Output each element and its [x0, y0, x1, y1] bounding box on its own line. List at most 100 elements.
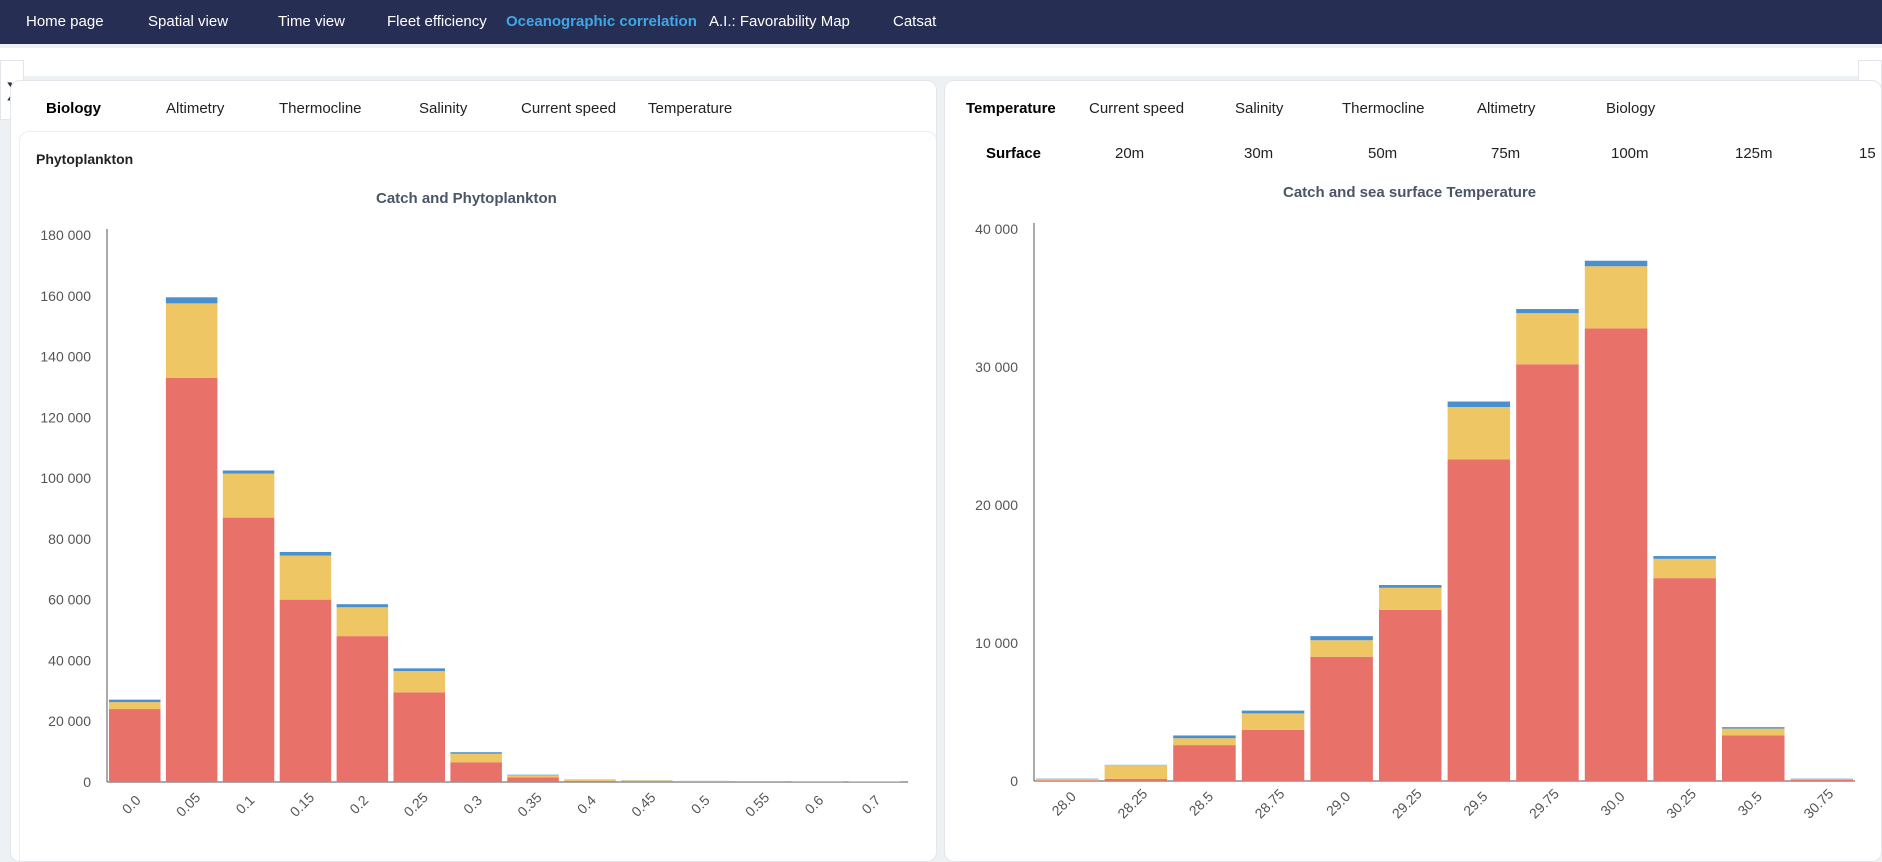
bar-0.15-series-2[interactable] [280, 556, 332, 600]
bar-0.0-series-3[interactable] [109, 700, 161, 702]
y-tick-label: 120 000 [40, 409, 91, 425]
x-tick-label: 0.4 [574, 792, 599, 817]
x-tick-label: 0.15 [287, 789, 318, 820]
bar-28.0-series-1[interactable] [1036, 780, 1099, 781]
bar-0.1-series-1[interactable] [223, 518, 274, 782]
nav-time-view[interactable]: Time view [278, 13, 345, 30]
secondary-toolbar [0, 48, 1882, 76]
bar-0.3-series-3[interactable] [450, 752, 502, 754]
y-tick-label: 60 000 [48, 592, 91, 608]
x-tick-label: 0.35 [514, 789, 545, 820]
bar-0.3-series-2[interactable] [450, 754, 502, 763]
y-tick-label: 80 000 [48, 531, 91, 547]
bar-28.5-series-2[interactable] [1173, 738, 1236, 745]
bar-0.25-series-3[interactable] [394, 668, 446, 671]
x-tick-label: 28.0 [1048, 788, 1079, 819]
bar-0.0-series-2[interactable] [109, 702, 161, 709]
x-tick-label: 28.5 [1186, 788, 1217, 819]
bar-30.75-series-2[interactable] [1791, 779, 1854, 780]
bar-0.25-series-2[interactable] [394, 671, 446, 692]
y-tick-label: 160 000 [40, 288, 91, 304]
x-tick-label: 30.5 [1734, 788, 1765, 819]
y-tick-label: 40 000 [48, 652, 91, 668]
bar-29.25-series-2[interactable] [1379, 588, 1442, 610]
bar-30.25-series-2[interactable] [1653, 559, 1716, 578]
left-chart-panel: Biology Altimetry Thermocline Salinity C… [10, 80, 937, 862]
nav-catsat[interactable]: Catsat [893, 13, 936, 30]
bar-28.75-series-2[interactable] [1242, 713, 1305, 730]
bar-30.25-series-3[interactable] [1653, 556, 1716, 559]
y-tick-label: 0 [1010, 773, 1018, 789]
nav-home-page[interactable]: Home page [26, 13, 104, 30]
bar-0.2-series-1[interactable] [337, 636, 389, 782]
nav-spatial-view[interactable]: Spatial view [148, 13, 228, 30]
x-tick-label: 29.0 [1323, 788, 1354, 819]
bar-29.75-series-2[interactable] [1516, 313, 1579, 364]
bar-29.0-series-3[interactable] [1310, 636, 1373, 640]
bar-0.2-series-3[interactable] [337, 604, 389, 607]
bar-29.0-series-2[interactable] [1310, 640, 1373, 657]
nav-fleet-efficiency[interactable]: Fleet efficiency [387, 13, 487, 30]
bar-30.0-series-2[interactable] [1585, 266, 1648, 328]
bar-30.0-series-1[interactable] [1585, 328, 1648, 781]
bar-28.75-series-1[interactable] [1242, 730, 1305, 781]
nav-ai-favorability-map[interactable]: A.I.: Favorability Map [709, 13, 850, 30]
x-tick-label: 0.2 [346, 792, 371, 817]
y-tick-label: 30 000 [975, 359, 1018, 375]
bar-0.0-series-1[interactable] [109, 709, 161, 782]
bar-0.1-series-2[interactable] [223, 474, 274, 518]
bar-29.0-series-1[interactable] [1310, 657, 1373, 781]
bar-29.5-series-3[interactable] [1448, 402, 1511, 408]
bar-0.35-series-1[interactable] [507, 777, 559, 782]
y-tick-label: 40 000 [975, 221, 1018, 237]
bar-0.4-series-2[interactable] [564, 780, 616, 781]
bar-0.2-series-2[interactable] [337, 607, 389, 636]
bar-30.0-series-3[interactable] [1585, 261, 1648, 267]
bar-0.05-series-3[interactable] [166, 297, 218, 303]
bar-0.05-series-1[interactable] [166, 378, 218, 782]
bar-28.75-series-3[interactable] [1242, 711, 1305, 714]
x-tick-label: 30.25 [1663, 785, 1699, 821]
bar-29.5-series-1[interactable] [1448, 459, 1511, 781]
bar-30.25-series-1[interactable] [1653, 578, 1716, 781]
bar-29.25-series-1[interactable] [1379, 610, 1442, 781]
bar-29.75-series-3[interactable] [1516, 309, 1579, 313]
bar-0.45-series-2[interactable] [621, 780, 673, 781]
bar-28.25-series-1[interactable] [1105, 779, 1168, 781]
bar-30.5-series-3[interactable] [1722, 727, 1785, 728]
y-tick-label: 10 000 [975, 635, 1018, 651]
bar-29.75-series-1[interactable] [1516, 364, 1579, 781]
bar-28.0-series-2[interactable] [1036, 779, 1099, 780]
nav-oceanographic-correlation[interactable]: Oceanographic correlation [506, 13, 697, 30]
x-tick-label: 29.75 [1526, 785, 1562, 821]
bar-0.1-series-3[interactable] [223, 471, 274, 474]
x-tick-label: 0.3 [460, 792, 485, 817]
x-tick-label: 0.5 [688, 792, 713, 817]
x-tick-label: 30.0 [1597, 788, 1628, 819]
bar-0.25-series-1[interactable] [394, 692, 446, 782]
x-tick-label: 29.25 [1389, 785, 1425, 821]
bar-0.3-series-1[interactable] [450, 762, 502, 782]
x-tick-label: 0.1 [232, 792, 257, 817]
bar-0.15-series-3[interactable] [280, 552, 332, 556]
x-tick-label: 28.25 [1114, 785, 1150, 821]
bar-30.5-series-2[interactable] [1722, 729, 1785, 736]
bar-0.35-series-3[interactable] [507, 775, 559, 776]
y-tick-label: 20 000 [975, 497, 1018, 513]
bar-28.25-series-2[interactable] [1105, 765, 1168, 779]
bar-0.4-series-1[interactable] [564, 781, 616, 782]
bar-0.15-series-1[interactable] [280, 600, 332, 782]
bar-29.25-series-3[interactable] [1379, 585, 1442, 588]
bar-30.75-series-1[interactable] [1791, 780, 1854, 781]
x-tick-label: 28.75 [1251, 785, 1287, 821]
bar-30.5-series-1[interactable] [1722, 735, 1785, 781]
bar-28.5-series-1[interactable] [1173, 745, 1236, 781]
bar-0.5-series-1[interactable] [678, 781, 730, 782]
bar-29.5-series-2[interactable] [1448, 407, 1511, 459]
bar-0.35-series-2[interactable] [507, 775, 559, 777]
x-tick-label: 0.05 [173, 789, 204, 820]
bar-28.5-series-3[interactable] [1173, 735, 1236, 738]
bar-0.05-series-2[interactable] [166, 303, 218, 377]
bar-0.45-series-1[interactable] [621, 781, 673, 782]
